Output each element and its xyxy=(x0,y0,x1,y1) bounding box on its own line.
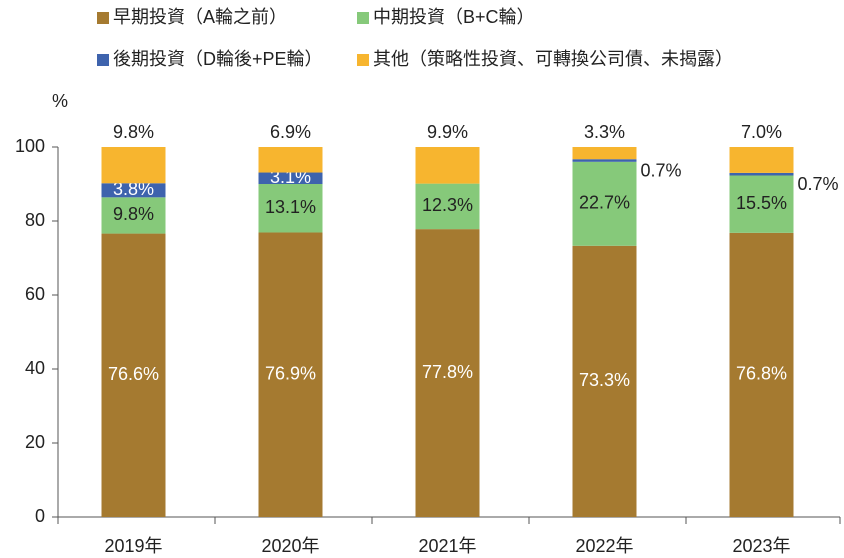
bar-segment xyxy=(572,245,637,518)
value-label: 76.8% xyxy=(736,364,787,384)
legend-swatch xyxy=(357,54,369,66)
x-tick-label: 2021年 xyxy=(418,536,476,556)
bar-segment xyxy=(729,232,794,517)
value-label: 22.7% xyxy=(579,193,630,213)
y-tick-label: 20 xyxy=(25,432,45,452)
x-tick-label: 2020年 xyxy=(261,536,319,556)
x-tick-label: 2022年 xyxy=(575,536,633,556)
value-label: 73.3% xyxy=(579,370,630,390)
bar-segment xyxy=(101,183,166,198)
value-label: 15.5% xyxy=(736,193,787,213)
value-label: 76.9% xyxy=(265,363,316,383)
value-label: 13.1% xyxy=(265,197,316,217)
value-label: 9.9% xyxy=(427,122,468,142)
bar-segment xyxy=(258,184,323,233)
bar-segment xyxy=(415,147,480,184)
bar-segment xyxy=(572,159,637,162)
bar-segment xyxy=(415,183,480,230)
value-label: 77.8% xyxy=(422,362,473,382)
bar-segment xyxy=(101,197,166,234)
bar-segment xyxy=(415,229,480,517)
y-axis-label: % xyxy=(52,91,68,111)
value-label: 6.9% xyxy=(270,122,311,142)
bar-segment xyxy=(729,175,794,233)
y-tick-label: 0 xyxy=(35,506,45,526)
legend-swatch xyxy=(357,12,369,24)
legend-label: 後期投資（D輪後+PE輪） xyxy=(113,49,323,69)
value-label: 9.8% xyxy=(113,204,154,224)
bar-segment xyxy=(101,233,166,517)
x-tick-label: 2019年 xyxy=(104,536,162,556)
bar-segment xyxy=(729,147,794,173)
x-tick-label: 2023年 xyxy=(732,536,790,556)
bar-segment xyxy=(258,232,323,517)
legend-label: 早期投資（A輪之前） xyxy=(113,7,287,27)
legend-swatch xyxy=(97,54,109,66)
y-tick-label: 100 xyxy=(15,136,45,156)
legend-label: 其他（策略性投資、可轉換公司債、未揭露） xyxy=(373,49,733,69)
y-tick-label: 80 xyxy=(25,210,45,230)
bar-segment xyxy=(572,161,637,246)
y-tick-label: 60 xyxy=(25,284,45,304)
value-label: 0.7% xyxy=(641,160,682,180)
bar-segment xyxy=(101,147,166,184)
legend-swatch xyxy=(97,12,109,24)
value-label: 3.8% xyxy=(113,179,154,199)
value-label: 7.0% xyxy=(741,122,782,142)
value-label: 76.6% xyxy=(108,364,159,384)
value-label: 0.7% xyxy=(798,174,839,194)
value-label: 9.8% xyxy=(113,122,154,142)
legend-label: 中期投資（B+C輪） xyxy=(373,7,535,27)
value-label: 3.3% xyxy=(584,122,625,142)
bar-segment xyxy=(572,147,637,160)
bar-segment xyxy=(258,147,323,173)
y-tick-label: 40 xyxy=(25,358,45,378)
value-label: 12.3% xyxy=(422,195,473,215)
bar-segment xyxy=(258,172,323,184)
bar-segment xyxy=(729,172,794,176)
